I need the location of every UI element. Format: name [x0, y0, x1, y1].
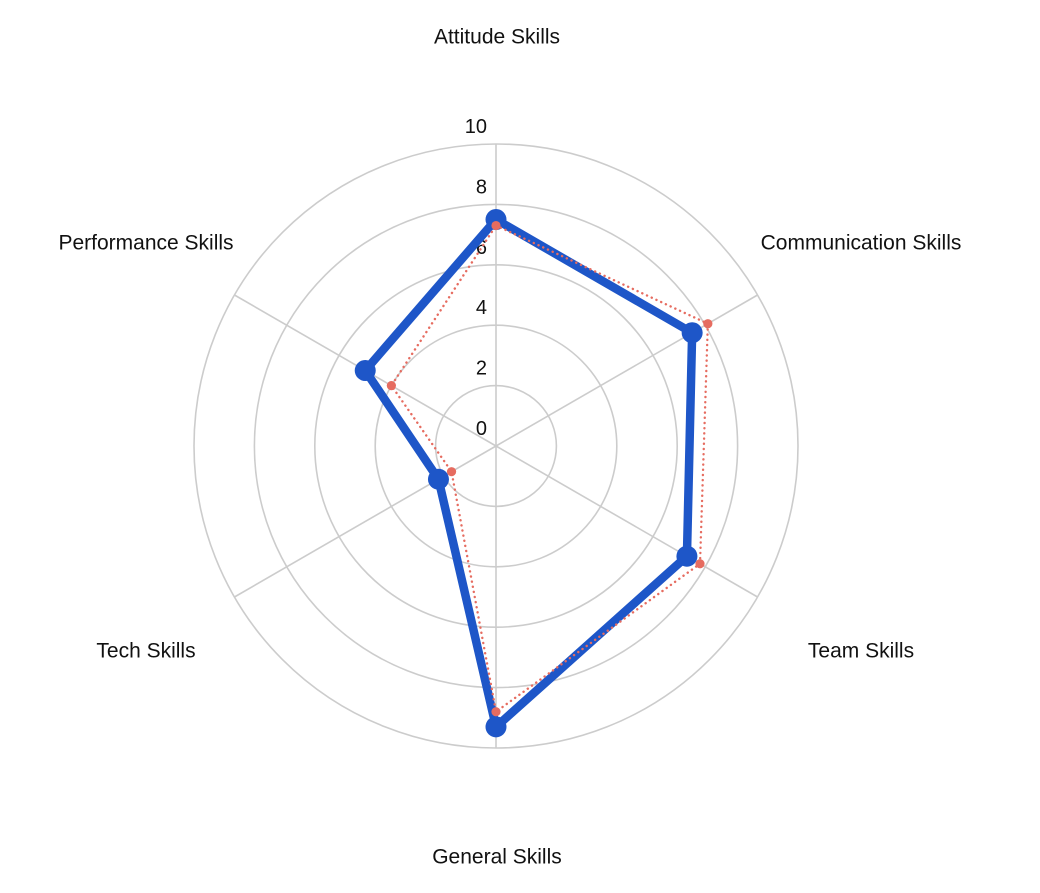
radial-tick-label: 8 [476, 176, 487, 198]
axis-label-attitude-skills: Attitude Skills [433, 25, 561, 49]
solid-blue-series-point [681, 322, 703, 344]
radial-tick-label: 0 [476, 418, 487, 440]
radial-tick-label: 10 [465, 116, 487, 138]
dotted-red-series-point [491, 220, 501, 231]
solid-blue-series-point [427, 468, 449, 490]
radial-tick-label: 2 [476, 358, 487, 380]
radar-axis-spoke [495, 294, 758, 447]
axis-label-team-skills: Team Skills [807, 639, 915, 663]
solid-blue-series-point [676, 545, 698, 567]
axis-label-tech-skills: Tech Skills [96, 639, 196, 663]
axis-label-general-skills: General Skills [432, 845, 562, 869]
dotted-red-series-polygon [390, 224, 710, 713]
solid-blue-series-point [485, 716, 507, 738]
dotted-red-series-point [386, 381, 396, 391]
axis-label-performance-skills: Performance Skills [58, 231, 234, 255]
solid-blue-series-point [485, 209, 507, 230]
solid-blue-series-polygon [360, 215, 697, 732]
dotted-red-series-point [446, 467, 457, 477]
radial-tick-label: 4 [476, 297, 487, 319]
dotted-red-series-point [703, 319, 713, 329]
dotted-red-series-point [491, 707, 501, 717]
radial-tick-label: 6 [476, 237, 487, 259]
solid-blue-series-point [354, 360, 376, 381]
dotted-red-series-point [695, 559, 705, 569]
radar-axis-spoke [495, 445, 758, 598]
axis-label-communication-skills: Communication Skills [760, 231, 962, 255]
